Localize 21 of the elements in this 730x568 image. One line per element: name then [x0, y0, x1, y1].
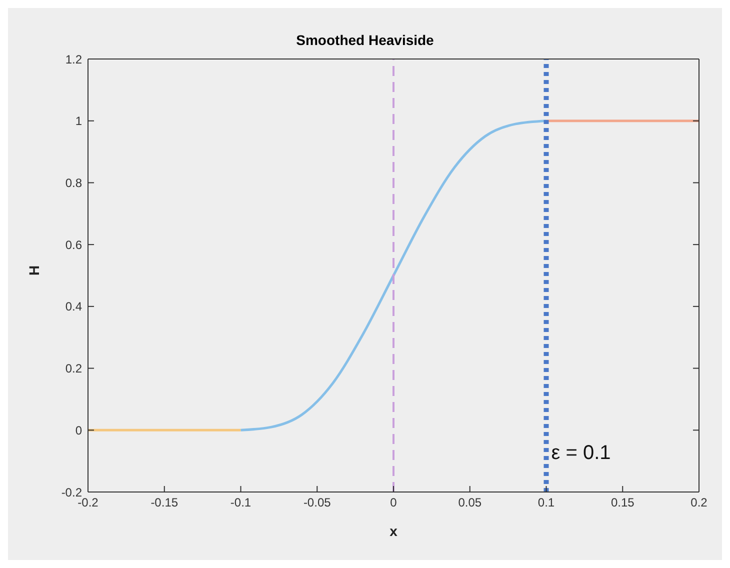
- x-tick-label: 0.15: [610, 496, 635, 510]
- x-tick-label: 0: [390, 496, 398, 510]
- chart-title: Smoothed Heaviside: [295, 32, 435, 48]
- x-tick-label: 0.05: [458, 496, 482, 510]
- y-tick-label: 0.6: [65, 238, 82, 252]
- annotation: ε = 0.1: [551, 442, 611, 464]
- x-tick-label: -0.15: [150, 496, 178, 510]
- y-tick-label: 0.2: [65, 362, 82, 376]
- x-tick-label: 0.1: [538, 496, 555, 510]
- x-tick-label: -0.1: [230, 496, 252, 510]
- y-tick-label: 1: [75, 114, 82, 128]
- y-tick-label: -0.2: [61, 485, 82, 500]
- y-axis-title: H: [26, 265, 42, 276]
- y-tick-label: 1.2: [65, 52, 82, 66]
- y-tick-label: 0.8: [65, 176, 82, 190]
- x-tick-label: -0.05: [303, 496, 332, 510]
- y-tick-label: 0.4: [65, 300, 82, 314]
- line-series: [240, 120, 548, 432]
- y-tick-label: 0: [75, 423, 82, 438]
- x-axis-title: x: [390, 523, 398, 539]
- x-tick-label: 0.2: [690, 496, 708, 510]
